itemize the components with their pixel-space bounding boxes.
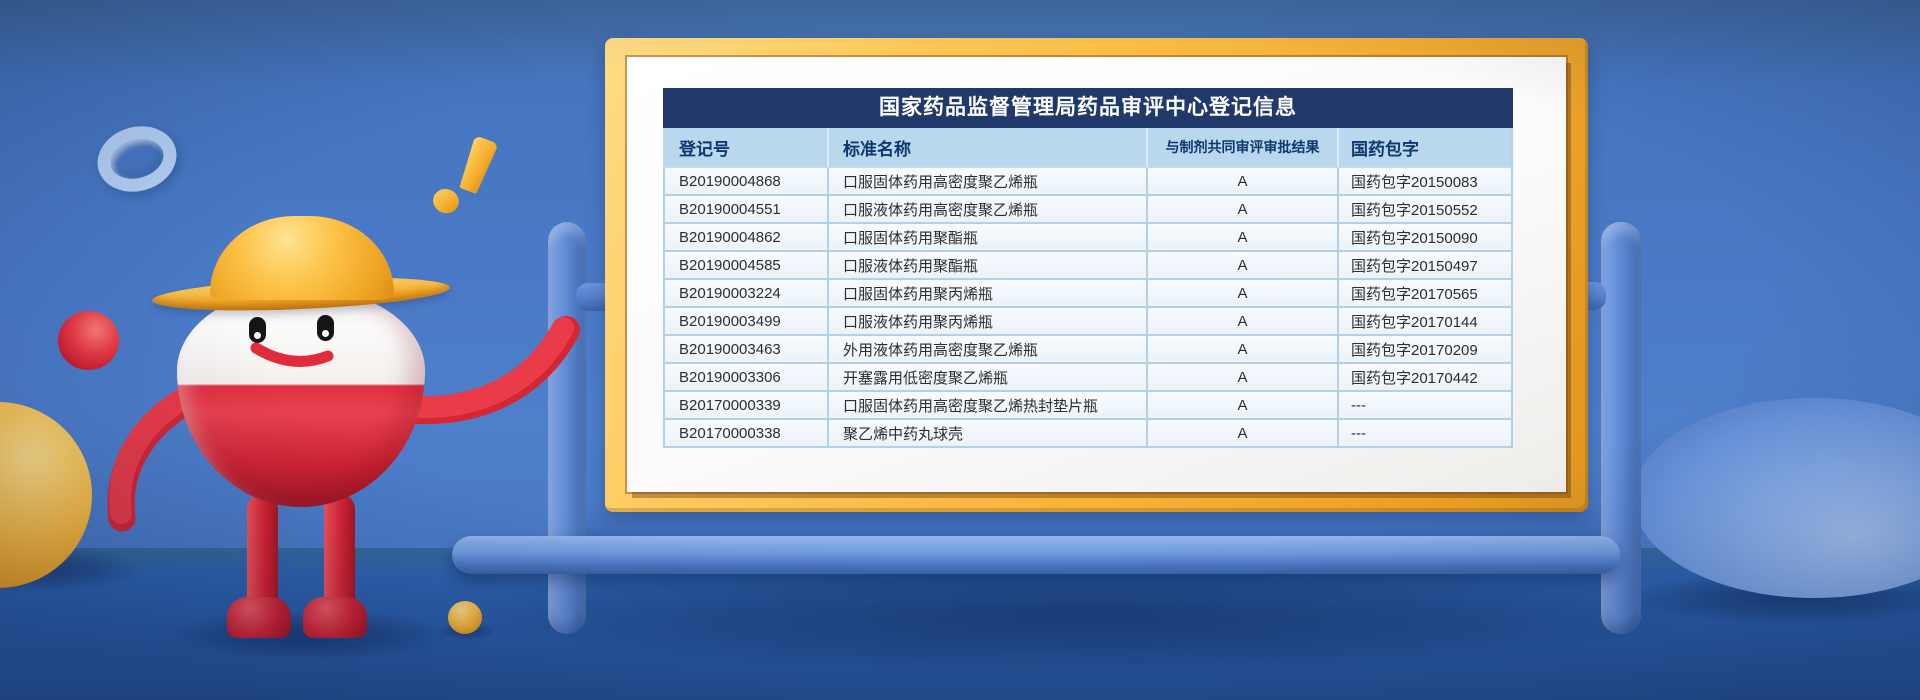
table-row: B20190004551 口服液体药用高密度聚乙烯瓶 A 国药包字2015055… xyxy=(663,196,1513,224)
table-row: B20190003306 开塞露用低密度聚乙烯瓶 A 国药包字20170442 xyxy=(663,364,1513,392)
blue-capsule-decoration xyxy=(1633,398,1920,598)
column-header-registration-no: 登记号 xyxy=(663,128,829,168)
torus-ring-decoration xyxy=(89,117,185,201)
table-row: B20190003499 口服液体药用聚丙烯瓶 A 国药包字20170144 xyxy=(663,308,1513,336)
table-cell: A xyxy=(1148,280,1339,308)
mascot-hat-brim xyxy=(151,272,451,316)
table-cell: B20190003306 xyxy=(663,364,829,392)
table-cell: --- xyxy=(1339,392,1513,420)
mascot-eye-right xyxy=(317,315,334,341)
table-cell: B20190004551 xyxy=(663,196,829,224)
mascot-hat-dome xyxy=(210,216,394,300)
table-cell: B20190003463 xyxy=(663,336,829,364)
table-cell: 国药包字20150552 xyxy=(1339,196,1513,224)
registration-table: 国家药品监督管理局药品审评中心登记信息 登记号 标准名称 与制剂共同审评审批结果… xyxy=(663,88,1513,448)
table-cell: A xyxy=(1148,252,1339,280)
mascot-body xyxy=(177,287,425,507)
table-cell: 口服液体药用高密度聚乙烯瓶 xyxy=(829,196,1148,224)
table-title: 国家药品监督管理局药品审评中心登记信息 xyxy=(663,88,1513,128)
table-row: B20190003224 口服固体药用聚丙烯瓶 A 国药包字20170565 xyxy=(663,280,1513,308)
column-header-review-result: 与制剂共同审评审批结果 xyxy=(1148,128,1339,168)
mascot-shadow xyxy=(168,610,448,660)
table-row: B20190004585 口服液体药用聚酯瓶 A 国药包字20150497 xyxy=(663,252,1513,280)
table-cell: 口服固体药用高密度聚乙烯瓶 xyxy=(829,168,1148,196)
table-cell: 国药包字20170442 xyxy=(1339,364,1513,392)
table-cell: B20190003224 xyxy=(663,280,829,308)
table-cell: B20170000339 xyxy=(663,392,829,420)
table-cell: 国药包字20150497 xyxy=(1339,252,1513,280)
table-cell: A xyxy=(1148,392,1339,420)
table-row: B20170000338 聚乙烯中药丸球壳 A --- xyxy=(663,420,1513,448)
stand-bottom-rail xyxy=(452,536,1620,574)
table-cell: B20190004585 xyxy=(663,252,829,280)
table-cell: 外用液体药用高密度聚乙烯瓶 xyxy=(829,336,1148,364)
table-cell: B20190003499 xyxy=(663,308,829,336)
table-cell: A xyxy=(1148,224,1339,252)
column-header-package-no: 国药包字 xyxy=(1339,128,1513,168)
table-cell: 口服固体药用高密度聚乙烯热封垫片瓶 xyxy=(829,392,1148,420)
table-cell: A xyxy=(1148,308,1339,336)
table-cell: B20190004868 xyxy=(663,168,829,196)
table-cell: A xyxy=(1148,168,1339,196)
exclamation-dot xyxy=(429,185,463,217)
table-cell: --- xyxy=(1339,420,1513,448)
yellow-ball-small-decoration xyxy=(448,601,482,634)
table-cell: 口服液体药用聚酯瓶 xyxy=(829,252,1148,280)
table-row: B20190003463 外用液体药用高密度聚乙烯瓶 A 国药包字2017020… xyxy=(663,336,1513,364)
table-row: B20190004862 口服固体药用聚酯瓶 A 国药包字20150090 xyxy=(663,224,1513,252)
table-row: B20170000339 口服固体药用高密度聚乙烯热封垫片瓶 A --- xyxy=(663,392,1513,420)
table-cell: A xyxy=(1148,420,1339,448)
mascot-eye-left xyxy=(249,317,266,343)
table-cell: 口服固体药用聚酯瓶 xyxy=(829,224,1148,252)
mascot-arms xyxy=(107,316,580,532)
column-header-standard-name: 标准名称 xyxy=(829,128,1148,168)
mascot-smile xyxy=(250,342,334,367)
table-cell: B20170000338 xyxy=(663,420,829,448)
table-cell: 聚乙烯中药丸球壳 xyxy=(829,420,1148,448)
table-cell: 口服液体药用聚丙烯瓶 xyxy=(829,308,1148,336)
table-cell: 开塞露用低密度聚乙烯瓶 xyxy=(829,364,1148,392)
red-ball-decoration xyxy=(58,311,119,370)
table-row: B20190004868 口服固体药用高密度聚乙烯瓶 A 国药包字2015008… xyxy=(663,168,1513,196)
table-cell: 国药包字20170565 xyxy=(1339,280,1513,308)
table-cell: 国药包字20150083 xyxy=(1339,168,1513,196)
table-cell: 国药包字20170144 xyxy=(1339,308,1513,336)
exclamation-bar xyxy=(456,135,498,195)
table-cell: A xyxy=(1148,364,1339,392)
table-cell: 国药包字20170209 xyxy=(1339,336,1513,364)
table-cell: A xyxy=(1148,196,1339,224)
table-cell: 国药包字20150090 xyxy=(1339,224,1513,252)
table-cell: A xyxy=(1148,336,1339,364)
table-header-row: 登记号 标准名称 与制剂共同审评审批结果 国药包字 xyxy=(663,128,1513,168)
table-cell: B20190004862 xyxy=(663,224,829,252)
exclamation-icon xyxy=(412,123,528,235)
table-cell: 口服固体药用聚丙烯瓶 xyxy=(829,280,1148,308)
